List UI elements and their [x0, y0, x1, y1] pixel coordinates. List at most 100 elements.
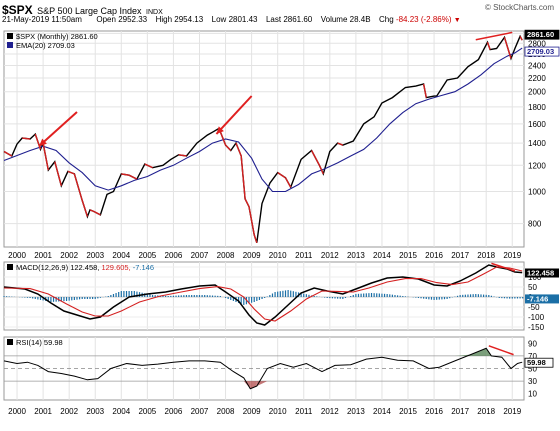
histogram-bar [462, 294, 464, 297]
histogram-bar [376, 293, 378, 297]
histogram-bar [131, 291, 133, 297]
histogram-bar [490, 295, 493, 297]
rsi-oversold-fill [250, 381, 257, 389]
histogram-bar [292, 291, 294, 297]
histogram-bar [519, 297, 521, 299]
histogram-bar [118, 292, 120, 297]
last-value-tag [524, 357, 554, 368]
last-value-tag [525, 268, 559, 278]
price-decline-segment [128, 174, 138, 180]
macd-legend-part: 122.458, [70, 263, 101, 272]
histogram-bar [282, 290, 284, 297]
histogram-bar [42, 297, 44, 301]
histogram-bar [73, 297, 75, 300]
price-decline-segment [3, 150, 13, 157]
histogram-bar [146, 293, 148, 297]
histogram-bar [76, 297, 78, 300]
histogram-bar [449, 297, 451, 299]
histogram-bar [185, 295, 188, 297]
price-axis-tick-label: 1400 [528, 139, 546, 148]
histogram-bar [433, 297, 435, 300]
chart-header-title-row: $SPX S&P 500 Large Cap Index INDX [2, 1, 163, 17]
x-axis-tick-label: 2001 [34, 407, 52, 416]
price-decline-segment [310, 150, 321, 166]
histogram-bar [274, 292, 276, 297]
histogram-bar [287, 290, 289, 297]
symbol-name: S&P 500 Large Cap Index [37, 6, 142, 16]
histogram-bar [425, 297, 427, 299]
histogram-bar [175, 295, 177, 297]
histogram-bar [467, 294, 469, 297]
histogram-bar [459, 295, 461, 297]
macd-axis-tick-label: 50 [528, 283, 537, 292]
x-axis-tick-label: 2003 [86, 407, 104, 416]
histogram-bar [198, 295, 201, 297]
price-decline-segment [144, 163, 153, 169]
histogram-bar [363, 293, 365, 297]
histogram-bar [65, 297, 68, 301]
histogram-bar [394, 295, 396, 297]
open-value: 2952.33 [118, 15, 148, 24]
price-decline-segment [503, 37, 512, 59]
annotation-arrow-2001-head [39, 138, 47, 146]
histogram-bar [123, 291, 125, 297]
price-decline-segment [519, 35, 523, 41]
x-axis-tick-label: 2018 [477, 251, 495, 260]
histogram-bar [81, 297, 83, 299]
macd-axis-tick-label: -50 [528, 303, 540, 312]
histogram-bar [498, 297, 500, 298]
histogram-bar [52, 297, 55, 302]
volume-value: 28.4B [349, 15, 371, 24]
x-axis-tick-label: 2006 [165, 407, 183, 416]
change-value: -84.23 (-2.86%) [395, 15, 452, 24]
histogram-bar [264, 297, 266, 298]
symbol: $SPX [2, 3, 33, 17]
histogram-bar [313, 296, 315, 297]
histogram-bar [24, 297, 26, 298]
histogram-bar [472, 294, 474, 297]
histogram-bar [290, 290, 292, 297]
histogram-bar [477, 294, 479, 297]
price-axis-tick-label: 1800 [528, 103, 546, 112]
x-axis-tick-label: 2010 [269, 407, 287, 416]
x-axis-tick-label: 2014 [373, 407, 391, 416]
high-value: 2954.13 [174, 15, 204, 24]
chart-header-quote-row: 21-May-2019 11:50am Open 2952.33 High 29… [2, 15, 461, 24]
histogram-bar [230, 297, 232, 300]
histogram-bar [206, 295, 208, 297]
x-axis-tick-label: 2009 [243, 407, 261, 416]
x-axis-tick-label: 2005 [138, 251, 156, 260]
price-decline-segment [318, 164, 324, 175]
x-axis-tick-label: 2000 [8, 407, 26, 416]
histogram-bar [211, 295, 214, 297]
histogram-bar [29, 297, 31, 298]
histogram-bar [399, 295, 401, 297]
price-axis-tick-label: 2400 [528, 61, 546, 70]
x-axis-tick-label: 2005 [138, 407, 156, 416]
last-value-text: 59.98 [527, 358, 546, 367]
legend-swatch [7, 264, 13, 270]
histogram-bar [172, 295, 175, 297]
histogram-bar [482, 294, 485, 297]
price-axis-tick-label: 2200 [528, 74, 546, 83]
low-label: Low [211, 15, 227, 24]
histogram-bar [37, 297, 39, 300]
histogram-bar [516, 297, 519, 299]
histogram-bar [204, 295, 206, 297]
macd-legend-part: MACD(12,26,9) [16, 263, 70, 272]
histogram-bar [224, 297, 227, 298]
rsi-overbought-fill [454, 354, 471, 356]
low-value: 2801.43 [228, 15, 258, 24]
price-decline-segment [240, 155, 246, 199]
x-axis-tick-label: 2001 [34, 251, 52, 260]
histogram-bar [485, 294, 487, 297]
histogram-bar [243, 297, 245, 305]
histogram-bar [232, 297, 234, 301]
histogram-bar [201, 295, 203, 297]
histogram-bar [217, 295, 219, 297]
price-decline-segment [22, 137, 31, 140]
histogram-bar [191, 295, 193, 297]
price-decline-segment [225, 144, 232, 151]
histogram-bar [47, 297, 49, 302]
histogram-bar [334, 297, 336, 299]
